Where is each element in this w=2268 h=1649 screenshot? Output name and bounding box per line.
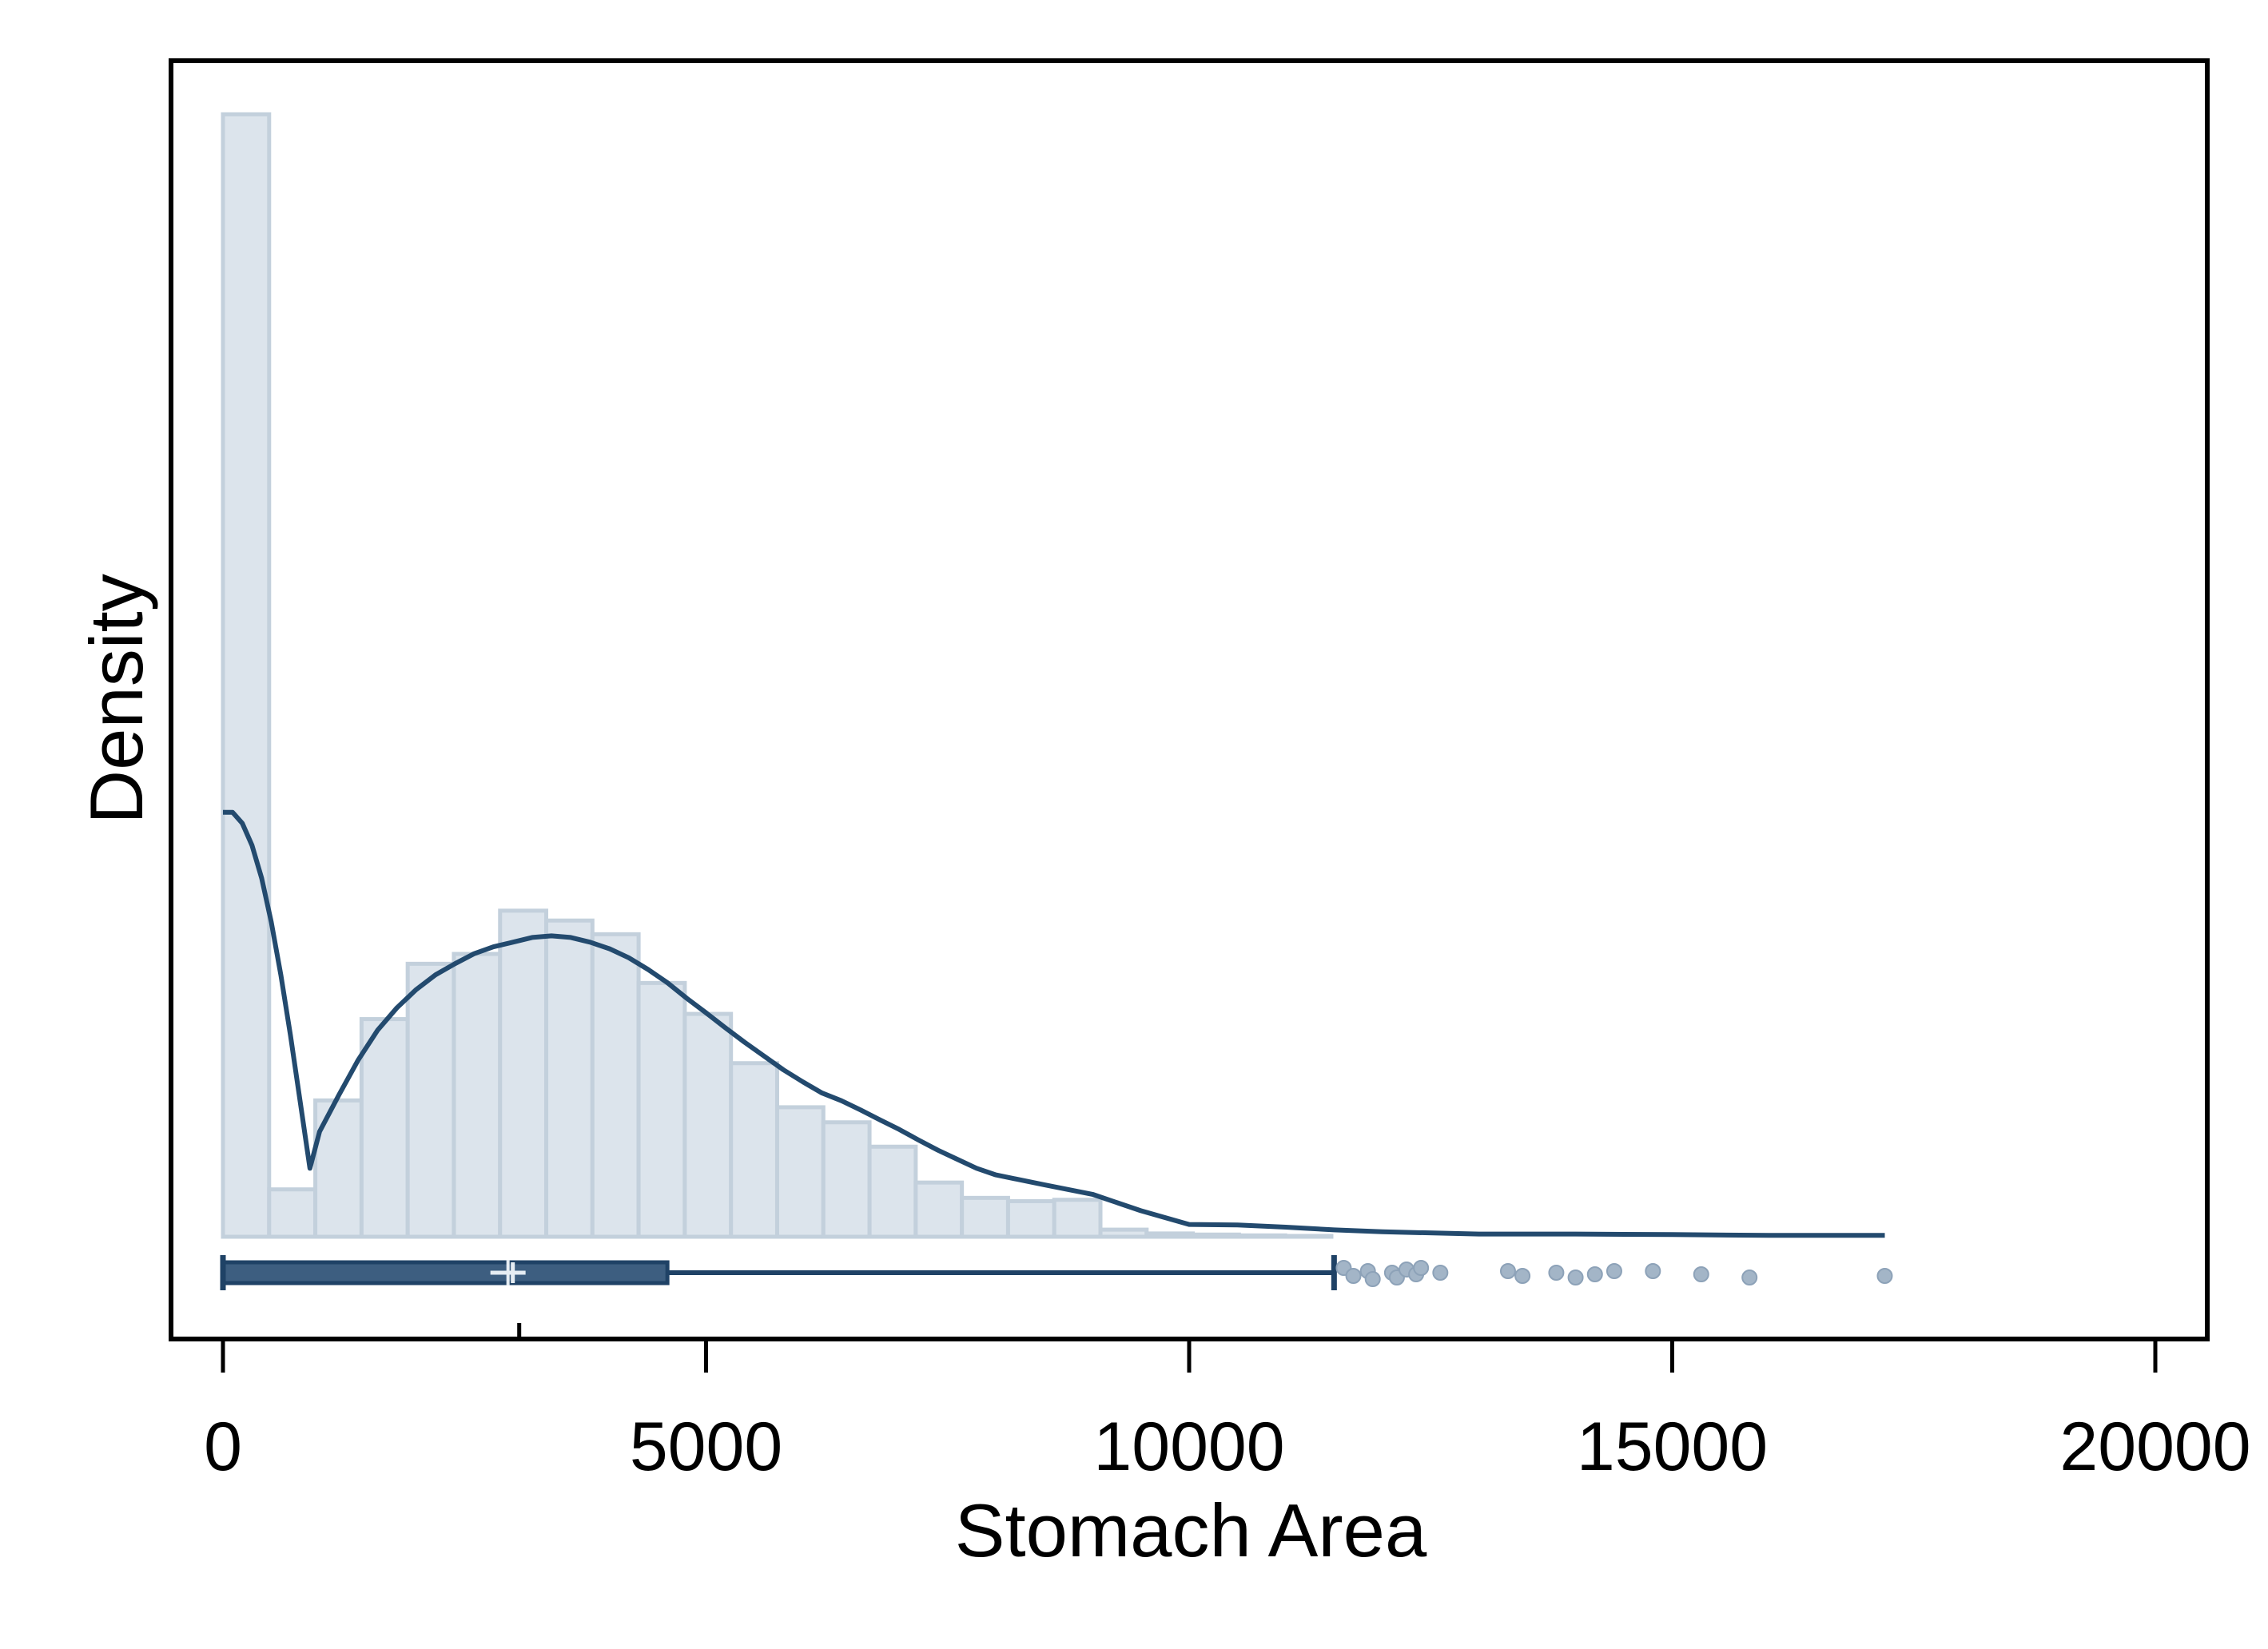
x-axis-ticks: 0 5000 10000 15000 20000	[204, 1323, 2251, 1485]
histogram-bar	[729, 1061, 779, 1239]
boxplot-box	[221, 1260, 670, 1285]
boxplot	[220, 1255, 1337, 1290]
outlier-point	[1499, 1263, 1516, 1279]
outlier-point	[1876, 1268, 1893, 1284]
x-tick-label: 5000	[630, 1409, 782, 1485]
histogram-bar	[590, 932, 641, 1239]
histogram-bar	[1052, 1198, 1103, 1239]
y-axis-label: Density	[74, 574, 158, 824]
histogram-bar	[452, 952, 503, 1239]
outlier-point	[1741, 1270, 1758, 1285]
outlier-point	[1693, 1266, 1709, 1282]
outlier-point	[1514, 1268, 1531, 1284]
outlier-point	[1345, 1268, 1362, 1284]
histogram-bar	[359, 1017, 410, 1239]
histogram-bar	[1005, 1198, 1056, 1239]
histogram-bar	[682, 1011, 734, 1239]
histogram-bar	[544, 918, 595, 1239]
histogram-bar	[913, 1180, 965, 1239]
x-tick-label: 0	[204, 1409, 242, 1485]
density-curve	[223, 809, 1885, 1238]
histogram-bar	[1098, 1227, 1149, 1239]
histogram-bar	[1236, 1233, 1287, 1239]
outlier-point	[1586, 1266, 1603, 1282]
histogram-bar	[313, 1098, 364, 1239]
outlier-point	[1645, 1263, 1661, 1279]
histogram-bar	[267, 1187, 318, 1239]
histogram-bar	[1144, 1231, 1196, 1239]
outlier-point	[1567, 1270, 1584, 1285]
x-tick-label: 15000	[1577, 1409, 1768, 1485]
x-tick-label: 10000	[1093, 1409, 1284, 1485]
histogram-bar	[1283, 1234, 1334, 1239]
histogram-bar	[1191, 1232, 1241, 1239]
outlier-point	[1432, 1265, 1449, 1281]
histogram-bar	[774, 1105, 826, 1239]
outlier-point	[1364, 1271, 1381, 1287]
outlier-point	[1548, 1265, 1565, 1281]
outlier-point	[1413, 1260, 1430, 1276]
histogram-bar	[405, 961, 456, 1239]
histogram-bar	[221, 112, 272, 1239]
histogram-bar	[867, 1144, 918, 1239]
histogram-bar	[636, 980, 687, 1239]
histogram-bar	[821, 1120, 872, 1239]
histogram-bar	[498, 908, 549, 1239]
histogram-bar	[960, 1195, 1010, 1239]
x-tick-label: 20000	[2059, 1409, 2250, 1485]
outlier-point	[1606, 1263, 1622, 1279]
x-axis-label: Stomach Area	[955, 1488, 1427, 1572]
outlier-points	[1335, 1260, 1893, 1287]
